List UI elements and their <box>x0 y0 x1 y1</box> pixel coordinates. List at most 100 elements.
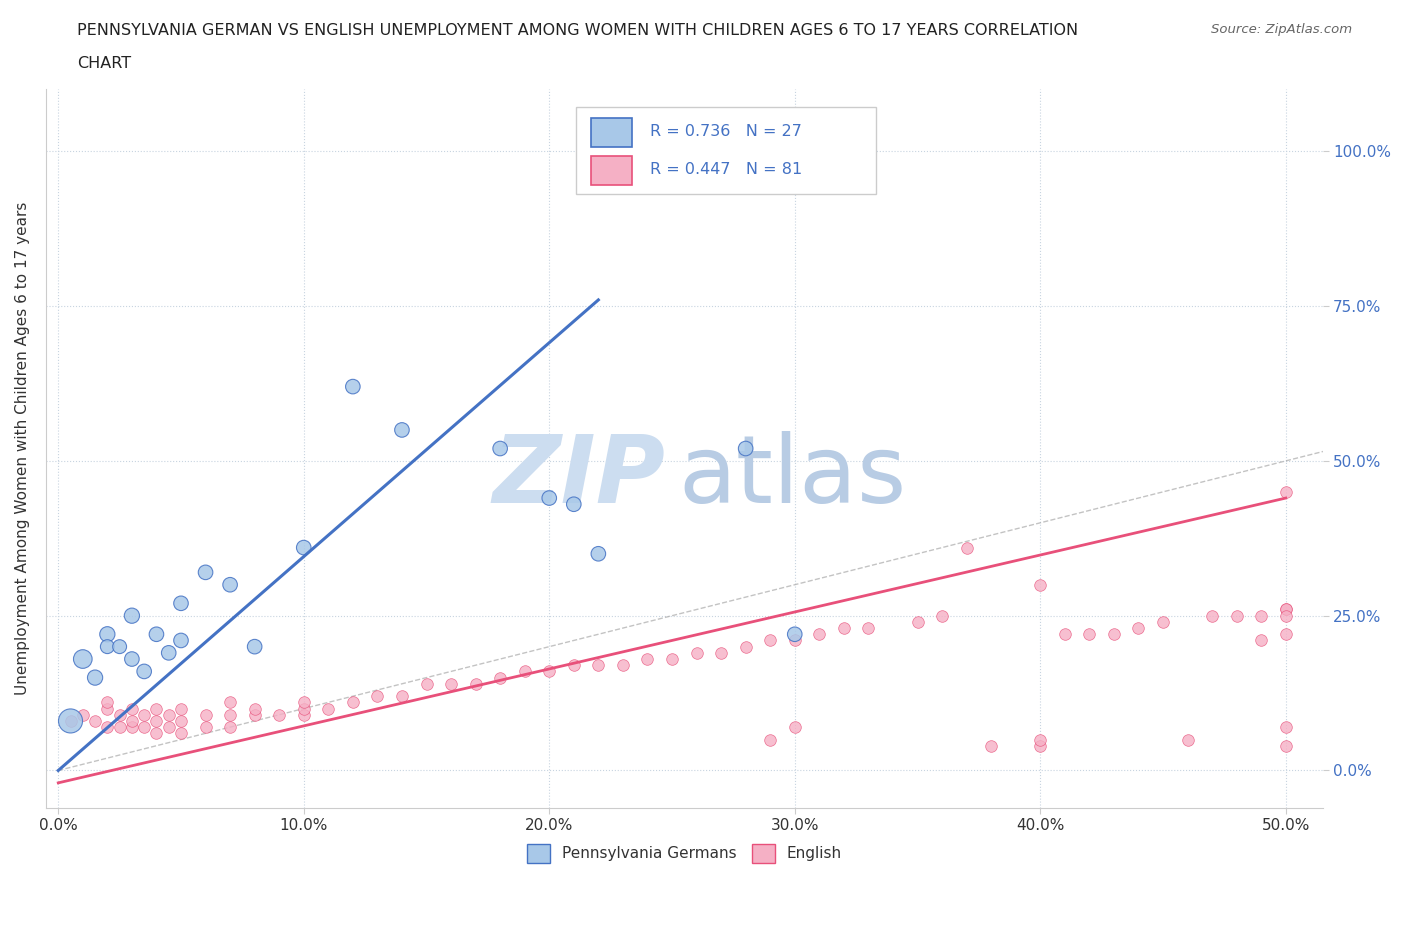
Point <box>121 701 143 716</box>
Text: R = 0.447   N = 81: R = 0.447 N = 81 <box>650 163 801 178</box>
Point <box>194 708 217 723</box>
Point <box>415 676 437 691</box>
Point <box>194 720 217 735</box>
Point <box>1274 627 1296 642</box>
Point <box>931 608 953 623</box>
Point <box>980 738 1002 753</box>
Y-axis label: Unemployment Among Women with Children Ages 6 to 17 years: Unemployment Among Women with Children A… <box>15 202 30 696</box>
Point <box>391 689 413 704</box>
Point <box>108 708 131 723</box>
Point <box>170 701 193 716</box>
Text: ZIP: ZIP <box>492 432 665 524</box>
Point <box>1152 615 1174 630</box>
Point <box>170 596 193 611</box>
Point <box>464 676 486 691</box>
Point <box>121 713 143 728</box>
Point <box>96 720 118 735</box>
Point <box>219 720 242 735</box>
Bar <box>591 118 631 147</box>
Point <box>219 708 242 723</box>
Point <box>1102 627 1125 642</box>
Point <box>391 422 413 437</box>
Point <box>134 708 156 723</box>
Point <box>1274 602 1296 617</box>
Text: R = 0.736   N = 27: R = 0.736 N = 27 <box>650 125 801 140</box>
Text: PENNSYLVANIA GERMAN VS ENGLISH UNEMPLOYMENT AMONG WOMEN WITH CHILDREN AGES 6 TO : PENNSYLVANIA GERMAN VS ENGLISH UNEMPLOYM… <box>77 23 1078 38</box>
Point <box>170 726 193 741</box>
Point <box>1274 608 1296 623</box>
Point <box>145 713 167 728</box>
Point <box>219 578 242 592</box>
Point <box>84 713 107 728</box>
Point <box>612 658 634 672</box>
Point <box>1274 602 1296 617</box>
Point <box>292 695 315 710</box>
Point <box>121 720 143 735</box>
Point <box>219 695 242 710</box>
Point <box>1029 578 1052 592</box>
Point <box>292 540 315 555</box>
Point <box>366 689 388 704</box>
Point <box>661 652 683 667</box>
Point <box>157 720 180 735</box>
Text: Source: ZipAtlas.com: Source: ZipAtlas.com <box>1212 23 1353 36</box>
Point <box>157 645 180 660</box>
Text: atlas: atlas <box>678 432 905 524</box>
Point <box>562 658 585 672</box>
Point <box>108 639 131 654</box>
Bar <box>576 107 876 193</box>
Point <box>538 491 561 506</box>
Point <box>96 627 118 642</box>
Point <box>759 633 782 648</box>
Point <box>1226 608 1249 623</box>
Point <box>1128 620 1150 635</box>
Point <box>858 620 880 635</box>
Point <box>808 144 831 159</box>
Point <box>808 144 831 159</box>
Point <box>1053 627 1076 642</box>
Point <box>170 713 193 728</box>
Point <box>243 708 266 723</box>
Legend: Pennsylvania Germans, English: Pennsylvania Germans, English <box>520 838 848 869</box>
Point <box>588 658 610 672</box>
Point <box>84 671 107 685</box>
Point <box>121 608 143 623</box>
Point <box>759 732 782 747</box>
Point <box>145 627 167 642</box>
Point <box>907 615 929 630</box>
Point <box>1078 627 1101 642</box>
Point <box>1177 732 1199 747</box>
Point <box>513 664 536 679</box>
Point <box>292 708 315 723</box>
Point <box>734 441 756 456</box>
Point <box>59 713 82 728</box>
Point <box>832 620 855 635</box>
Point <box>121 652 143 667</box>
Point <box>269 708 291 723</box>
Point <box>636 652 658 667</box>
Point <box>157 708 180 723</box>
Text: CHART: CHART <box>77 56 131 71</box>
Point <box>783 633 806 648</box>
Point <box>96 701 118 716</box>
Point <box>72 708 94 723</box>
Point <box>316 701 339 716</box>
Point <box>538 664 561 679</box>
Point <box>562 497 585 512</box>
Point <box>1029 732 1052 747</box>
Point <box>489 671 512 685</box>
Point <box>588 546 610 561</box>
Point <box>1029 738 1052 753</box>
Point <box>134 664 156 679</box>
Point <box>710 645 733 660</box>
Point <box>342 695 364 710</box>
Point <box>170 633 193 648</box>
Point <box>243 639 266 654</box>
Point <box>955 540 977 555</box>
Point <box>1250 608 1272 623</box>
Point <box>145 726 167 741</box>
Point <box>145 701 167 716</box>
Point <box>1250 633 1272 648</box>
Point <box>108 720 131 735</box>
Point <box>134 720 156 735</box>
